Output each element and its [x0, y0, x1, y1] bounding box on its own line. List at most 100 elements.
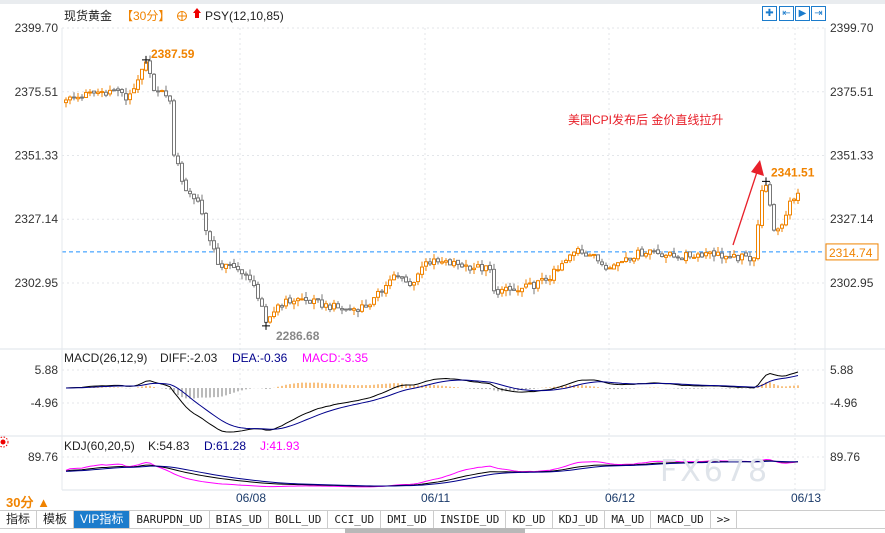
candle: [272, 306, 276, 319]
tab-指标[interactable]: 指标: [0, 511, 38, 528]
candle: [636, 247, 640, 261]
candle: [352, 306, 356, 315]
kdj-tick-right: 89.76: [830, 450, 860, 464]
macd-tick-right: -4.96: [830, 396, 858, 410]
candle: [308, 299, 312, 304]
diff-line: [65, 371, 799, 433]
candle: [192, 193, 196, 205]
candle: [364, 299, 368, 308]
candle: [524, 279, 528, 289]
candle: [436, 256, 440, 265]
candle: [84, 89, 88, 99]
price-tick-right: 2302.95: [830, 276, 874, 290]
candle: [580, 244, 584, 255]
candle: [164, 85, 168, 98]
candle: [108, 85, 112, 97]
play-icon[interactable]: ▶: [795, 6, 810, 21]
candle: [648, 249, 652, 260]
candle: [776, 227, 780, 236]
price-tick-right: 2375.51: [830, 85, 874, 99]
candle: [796, 188, 800, 205]
candle: [560, 260, 564, 272]
candle: [528, 277, 532, 285]
candle: [624, 252, 628, 263]
candle: [376, 288, 380, 302]
tab-more[interactable]: >>: [711, 511, 738, 528]
candle: [652, 248, 656, 254]
candle: [480, 260, 484, 275]
candle: [404, 274, 408, 283]
candle: [564, 258, 568, 264]
macd-diff: DIFF:-2.03: [160, 351, 218, 365]
candle: [668, 251, 672, 258]
candle: [712, 247, 716, 262]
candle: [672, 247, 676, 259]
tab-inside_ud[interactable]: INSIDE_UD: [434, 511, 507, 528]
j-line: [65, 459, 799, 488]
price-axis: 2399.70 2399.70 2375.51 2375.51 2351.33 2351.…: [15, 21, 874, 290]
tab-dmi_ud[interactable]: DMI_UD: [381, 511, 434, 528]
period-selector[interactable]: 30分 ▲: [6, 495, 50, 510]
price-tick-left: 2302.95: [15, 276, 59, 290]
reference-price-box: [825, 243, 879, 261]
candle: [608, 265, 612, 270]
candle: [152, 72, 156, 92]
tab-kd_ud[interactable]: KD_UD: [506, 511, 553, 528]
kdj-j: J:41.93: [260, 439, 300, 453]
candle: [452, 257, 456, 268]
tab-boll_ud[interactable]: BOLL_UD: [269, 511, 329, 528]
candle: [520, 287, 524, 297]
candle: [632, 257, 636, 264]
candle: [708, 250, 712, 259]
price-tick-left: 2399.70: [15, 21, 59, 35]
exit-icon[interactable]: ⇥: [811, 6, 826, 21]
candle: [464, 259, 468, 272]
candle: [292, 298, 296, 310]
tab-kdj_ud[interactable]: KDJ_UD: [553, 511, 606, 528]
period-tag[interactable]: 【30分】: [121, 9, 170, 23]
candle: [228, 261, 232, 270]
candle: [268, 316, 272, 324]
tab-macd_ud[interactable]: MACD_UD: [651, 511, 711, 528]
tab-ma_ud[interactable]: MA_UD: [605, 511, 652, 528]
tab-cci_ud[interactable]: CCI_UD: [328, 511, 382, 528]
add-indicator-icon[interactable]: [177, 11, 187, 21]
candle: [280, 303, 284, 311]
candle: [72, 92, 76, 101]
candle: [80, 94, 84, 101]
candle: [200, 194, 204, 216]
date-axis: 06/08 06/11 06/12 06/13: [236, 491, 821, 505]
candle: [760, 185, 764, 229]
grid-lines: [62, 27, 825, 490]
candle: [384, 281, 388, 297]
candle: [160, 89, 164, 93]
candle: [136, 74, 140, 94]
crosshair-marker: [262, 321, 270, 330]
candle: [512, 283, 516, 291]
tab-模板[interactable]: 模板: [37, 511, 75, 528]
price-tick-left: 2327.14: [15, 212, 59, 226]
candle: [504, 283, 508, 297]
candle: [488, 261, 492, 274]
candle: [396, 272, 400, 279]
candle: [168, 94, 172, 105]
tab-vip指标[interactable]: VIP指标: [74, 511, 131, 528]
alert-icon[interactable]: [0, 436, 9, 448]
candle: [492, 263, 496, 294]
price-tick-right: 2327.14: [830, 212, 874, 226]
candle: [684, 249, 688, 264]
candle: [424, 258, 428, 272]
candle: [344, 308, 348, 312]
scrollbar-thumb[interactable]: [345, 528, 525, 533]
candle: [660, 251, 664, 258]
crosshair-icon[interactable]: ✚: [762, 6, 777, 21]
candle: [508, 282, 512, 296]
d-line: [65, 460, 799, 487]
tab-bias_ud[interactable]: BIAS_UD: [210, 511, 269, 528]
candle: [612, 263, 616, 270]
candle: [64, 97, 68, 108]
zoom-range-icon[interactable]: ⇤: [779, 6, 794, 21]
tab-barupdn_ud[interactable]: BARUPDN_UD: [130, 511, 210, 528]
kdj-d: D:61.28: [204, 439, 246, 453]
